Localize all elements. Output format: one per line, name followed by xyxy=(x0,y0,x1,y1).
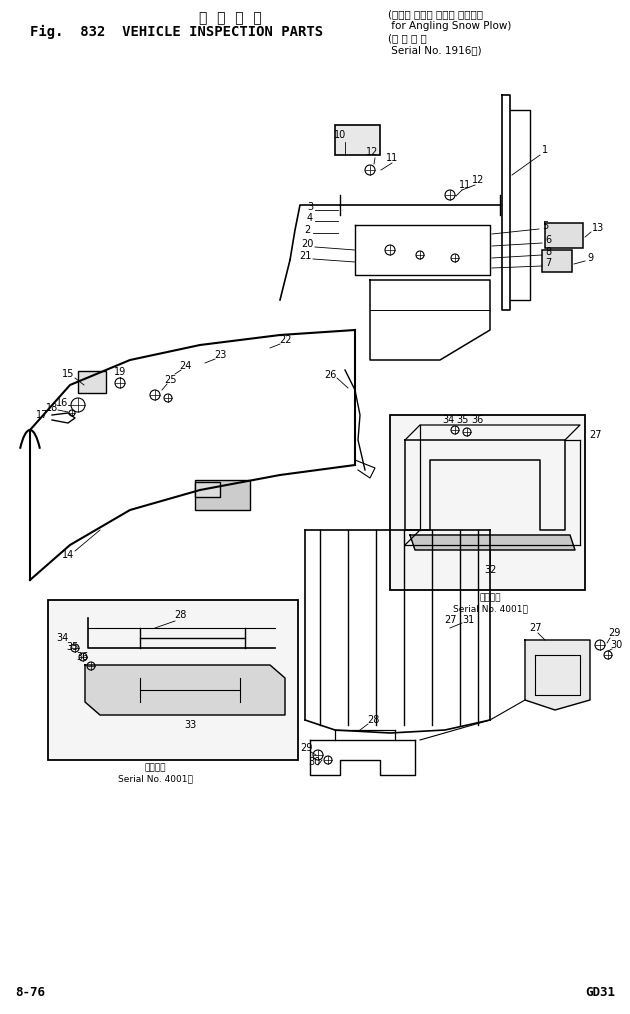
Text: 23: 23 xyxy=(214,350,226,360)
Bar xyxy=(195,480,250,510)
Text: 適用号機: 適用号機 xyxy=(144,764,166,773)
Text: 12: 12 xyxy=(472,175,484,185)
Text: 9: 9 xyxy=(587,254,593,263)
Text: 6: 6 xyxy=(545,235,551,245)
Text: 20: 20 xyxy=(301,239,313,249)
Text: 16: 16 xyxy=(56,399,68,408)
Bar xyxy=(78,371,106,393)
Text: 5: 5 xyxy=(542,221,548,231)
Text: 25: 25 xyxy=(164,375,176,385)
Text: Serial No. 4001～: Serial No. 4001～ xyxy=(118,775,192,784)
Text: 29: 29 xyxy=(608,628,620,638)
Text: 8-76: 8-76 xyxy=(15,986,45,999)
Text: 26: 26 xyxy=(324,370,336,380)
Text: 12: 12 xyxy=(366,147,378,157)
Text: 31: 31 xyxy=(462,615,474,625)
Text: 27: 27 xyxy=(589,430,601,440)
Text: 32: 32 xyxy=(484,565,496,575)
Text: 11: 11 xyxy=(459,180,471,190)
Text: 19: 19 xyxy=(114,367,126,377)
Text: 33: 33 xyxy=(184,720,196,730)
Text: 21: 21 xyxy=(299,251,311,261)
Text: 29: 29 xyxy=(300,743,312,753)
Text: 24: 24 xyxy=(179,361,191,371)
Bar xyxy=(48,600,298,760)
Text: 車  検  部  品: 車 検 部 品 xyxy=(198,11,261,25)
Text: for Angling Snow Plow): for Angling Snow Plow) xyxy=(388,21,512,31)
Text: 28: 28 xyxy=(367,715,379,725)
Text: 22: 22 xyxy=(278,335,291,345)
Text: 27: 27 xyxy=(529,623,541,633)
Bar xyxy=(542,250,572,272)
Text: Serial No. 1916～): Serial No. 1916～) xyxy=(388,45,481,55)
Polygon shape xyxy=(525,640,590,710)
Text: 18: 18 xyxy=(46,403,58,413)
Text: 27: 27 xyxy=(444,615,456,625)
Text: 13: 13 xyxy=(592,223,604,233)
Text: 35: 35 xyxy=(66,642,78,652)
Text: (アング リング スノウ プラウ用: (アング リング スノウ プラウ用 xyxy=(388,9,483,19)
Text: 3: 3 xyxy=(307,202,313,212)
Text: GD31: GD31 xyxy=(585,986,615,999)
Polygon shape xyxy=(410,535,575,550)
Text: 17: 17 xyxy=(36,410,48,420)
Text: 36: 36 xyxy=(76,652,88,662)
Bar xyxy=(545,223,583,248)
Text: 1: 1 xyxy=(542,145,548,155)
Text: 28: 28 xyxy=(174,610,186,620)
Text: 14: 14 xyxy=(62,550,74,560)
Bar xyxy=(335,125,380,155)
Text: 2: 2 xyxy=(304,225,310,235)
Text: 10: 10 xyxy=(334,130,346,140)
Text: Fig.  832  VEHICLE INSPECTION PARTS: Fig. 832 VEHICLE INSPECTION PARTS xyxy=(30,25,323,40)
Text: 8: 8 xyxy=(545,247,551,257)
Polygon shape xyxy=(85,665,285,715)
Text: 適用号機: 適用号機 xyxy=(479,593,501,602)
Text: 11: 11 xyxy=(386,153,398,163)
Text: 34: 34 xyxy=(442,415,454,425)
Bar xyxy=(390,415,585,590)
Bar xyxy=(195,482,220,497)
Text: (適 用 号 機: (適 用 号 機 xyxy=(388,33,427,43)
Text: 36: 36 xyxy=(471,415,483,425)
Text: Serial No. 4001～: Serial No. 4001～ xyxy=(452,604,527,613)
Text: 35: 35 xyxy=(456,415,468,425)
Text: 30: 30 xyxy=(610,640,622,650)
Text: 34: 34 xyxy=(56,633,68,643)
Text: 30: 30 xyxy=(308,757,320,767)
Text: 15: 15 xyxy=(62,369,74,379)
Text: 4: 4 xyxy=(307,213,313,223)
Text: 7: 7 xyxy=(545,258,551,268)
